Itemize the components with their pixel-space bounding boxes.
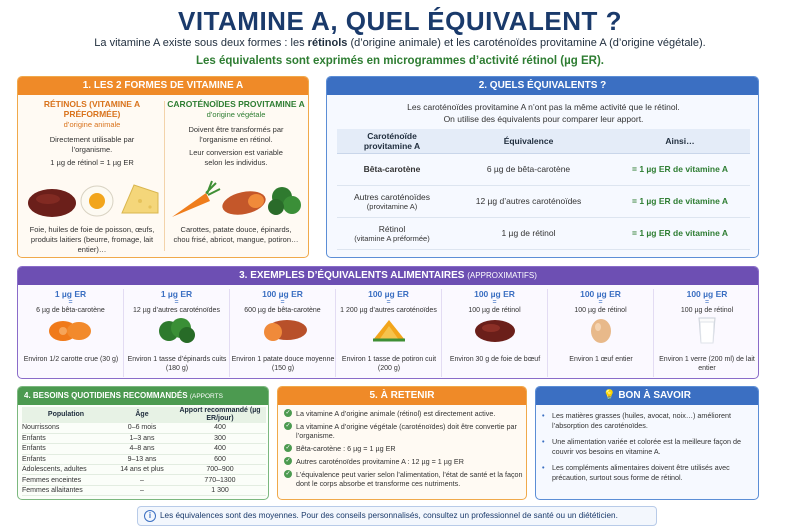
age-cell: 14 ans et plus — [110, 464, 174, 476]
tips-header: 💡 BON À SAVOIR — [536, 387, 758, 405]
plant-foods-icon — [172, 180, 301, 217]
carotenoid-conversion: Leur conversion est variable selon les i… — [189, 148, 283, 167]
forms-panel: 1. LES 2 FORMES DE VITAMINE A RÉTINOLS (… — [17, 76, 309, 258]
page-title: VITAMINE A, QUEL ÉQUIVALENT ? — [178, 6, 622, 36]
population-cell: Femmes allaitantes — [22, 485, 110, 497]
retinol-column: RÉTINOLS (VITAMINE A PRÉFORMÉE) d’origin… — [22, 99, 162, 254]
bulb-icon: 💡 — [603, 390, 616, 401]
retinol-text: Directement utilisable par l’organisme. — [49, 135, 135, 154]
equivalents-panel-header: 2. QUELS ÉQUIVALENTS ? — [327, 77, 758, 95]
carotenoid-origin: d’origine végétale — [206, 110, 266, 119]
retinol-foods: Foie, huiles de foie de poisson, œufs, p… — [29, 225, 155, 254]
table-row: Rétinol (vitamine A préformée) 1 µg de ré… — [337, 217, 750, 250]
intake-cell: 600 — [174, 454, 266, 466]
info-icon: i — [144, 510, 156, 522]
age-cell: 1–3 ans — [110, 433, 174, 445]
table-row: Femmes allaitantes –1 300 — [22, 485, 266, 497]
list-item: Les matières grasses (huiles, avocat, no… — [542, 411, 756, 431]
list-item: ✓ La vitamine A d’origine végétale (carot… — [284, 422, 517, 440]
table-row: Adolescents, adultes 14 ans et plus 700–90… — [22, 464, 266, 476]
population-cell: Enfants — [22, 454, 110, 466]
age-cell: 9–13 ans — [110, 454, 174, 466]
key-points-panel: 5. À RETENIR ✓ La vitamine A d’origine an… — [277, 386, 527, 500]
check-icon: ✓ — [284, 409, 292, 417]
table-row: Enfants 4–8 ans 400 — [22, 443, 266, 455]
list-item: ✓ L’équivalence peut varier selon l’alime… — [284, 470, 523, 488]
check-icon: ✓ — [284, 457, 292, 465]
example-item: 100 µg ER = 600 µg de bêta-carotène Enviro… — [230, 289, 336, 377]
animal-foods-icon — [28, 184, 159, 217]
example-item: 100 µg ER = 100 µg de rétinol Environ 1 œu… — [548, 289, 654, 377]
carrot-icon — [48, 321, 91, 341]
list-item: Une alimentation variée et colorée est l… — [542, 437, 756, 457]
list-item: ✓ Bêta-carotène : 6 µg = 1 µg ER — [284, 444, 396, 453]
age-cell: – — [110, 485, 174, 497]
intake-cell: 400 — [174, 423, 266, 434]
list-item: ✓ Autres caroténoïdes provitamine A : 12 … — [284, 457, 464, 466]
list-item: Les compléments alimentaires doivent êtr… — [542, 463, 756, 483]
examples-panel: 3. EXEMPLES D’ÉQUIVALENTS ALIMENTAIRES (… — [17, 266, 759, 379]
example-item: 1 µg ER = 6 µg de bêta-carotène Environ 1/… — [18, 289, 124, 377]
milk-glass-icon — [698, 317, 716, 344]
needs-panel: 4. BESOINS QUOTIDIENS RECOMMANDÉS (APPOR… — [17, 386, 269, 500]
example-item: 100 µg ER = 100 µg de rétinol Environ 1 ve… — [659, 289, 755, 372]
retinol-title: RÉTINOLS (VITAMINE A PRÉFORMÉE) — [43, 99, 141, 119]
examples-panel-header: 3. EXEMPLES D’ÉQUIVALENTS ALIMENTAIRES (… — [18, 267, 758, 285]
needs-panel-header: 4. BESOINS QUOTIDIENS RECOMMANDÉS (APPOR… — [18, 387, 268, 419]
population-cell: Femmes enceintes — [22, 474, 110, 486]
key-points-list: ✓ La vitamine A d’origine animale (rétino… — [284, 409, 524, 492]
tips-list: Les matières grasses (huiles, avocat, no… — [542, 411, 756, 489]
table-row: Nourrissons 0–6 mois 400 — [22, 423, 266, 434]
carotenoid-text: Doivent être transformés par l’organisme… — [188, 125, 284, 144]
table-row: Femmes enceintes –770–1300 — [22, 474, 266, 486]
tips-panel: 💡 BON À SAVOIR Les matières grasses (hui… — [535, 386, 759, 500]
units-note: Les équivalents sont exprimés en microgr… — [196, 55, 604, 67]
spinach-icon — [158, 318, 195, 343]
population-cell: Enfants — [22, 433, 110, 445]
pumpkin-icon — [372, 320, 405, 342]
table-row: Enfants 1–3 ans 300 — [22, 433, 266, 445]
intake-cell: 400 — [174, 443, 266, 455]
check-icon: ✓ — [284, 444, 292, 452]
population-cell: Enfants — [22, 443, 110, 455]
intro-text: La vitamine A existe sous deux formes : … — [94, 37, 706, 49]
check-icon: ✓ — [284, 470, 292, 478]
retinol-origin: d’origine animale — [63, 120, 121, 129]
retinol-equivalence: 1 µg de rétinol = 1 µg ER — [50, 158, 134, 167]
intake-cell: 300 — [174, 433, 266, 445]
carotenoid-foods: Carottes, patate douce, épinards, chou f… — [173, 225, 299, 244]
example-item: 100 µg ER = 1 200 µg d’autres caroténoïdes… — [336, 289, 442, 377]
age-cell: 4–8 ans — [110, 443, 174, 455]
table-row: Bêta-carotène 6 µg de bêta-carotène = 1 … — [337, 153, 750, 186]
col-equivalence: Équivalence — [447, 129, 610, 154]
equivalents-table: Caroténoïde provitamine A Équivalence Ai… — [337, 129, 750, 250]
carotenoid-title: CAROTÉNOÏDES PROVITAMINE A — [167, 99, 305, 109]
age-cell: 0–6 mois — [110, 423, 174, 434]
intake-cell: 700–900 — [174, 464, 266, 476]
col-carotenoid: Caroténoïde provitamine A — [337, 129, 447, 154]
carotenoid-column: CAROTÉNOÏDES PROVITAMINE A d’origine vég… — [166, 99, 306, 244]
example-item: 1 µg ER = 12 µg d’autres caroténoïdes Envi… — [124, 289, 230, 377]
col-result: Ainsi… — [610, 129, 750, 154]
egg-icon — [590, 319, 611, 343]
column-divider — [164, 101, 165, 251]
sweet-potato-icon — [263, 320, 307, 341]
age-cell: – — [110, 474, 174, 486]
population-cell: Adolescents, adultes — [22, 464, 110, 476]
population-cell: Nourrissons — [22, 423, 110, 434]
check-icon: ✓ — [284, 422, 292, 430]
list-item: ✓ La vitamine A d’origine animale (rétino… — [284, 409, 496, 418]
table-row: Autres caroténoïdes (provitamine A) 12 µg… — [337, 185, 750, 218]
needs-table: Population Âge Apport recommandé (µg ER/… — [22, 407, 266, 497]
intake-cell: 770–1300 — [174, 474, 266, 486]
equivalents-panel: 2. QUELS ÉQUIVALENTS ? Les caroténoïdes … — [326, 76, 759, 258]
liver-icon — [474, 320, 515, 342]
footer-note: i Les équivalences sont des moyennes. Po… — [137, 506, 657, 526]
table-row: Enfants 9–13 ans 600 — [22, 454, 266, 466]
key-points-header: 5. À RETENIR — [278, 387, 526, 405]
example-item: 100 µg ER = 100 µg de rétinol Environ 30 g… — [442, 289, 548, 377]
equivalents-intro: Les caroténoïdes provitamine A n’ont pas… — [407, 102, 680, 124]
forms-panel-header: 1. LES 2 FORMES DE VITAMINE A — [18, 77, 308, 95]
intake-cell: 1 300 — [174, 485, 266, 497]
